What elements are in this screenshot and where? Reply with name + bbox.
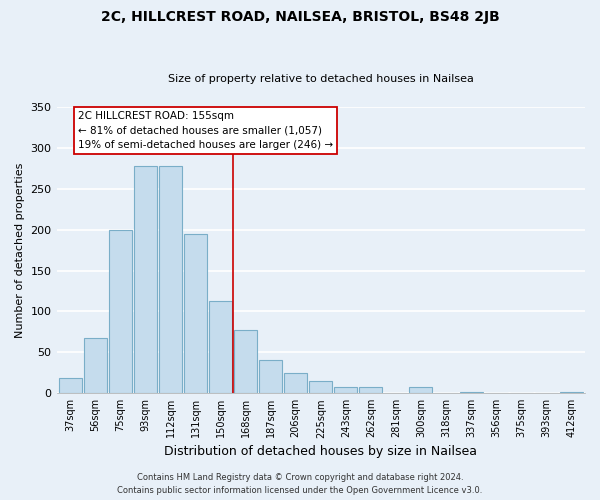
X-axis label: Distribution of detached houses by size in Nailsea: Distribution of detached houses by size …: [164, 444, 477, 458]
Bar: [309, 381, 332, 393]
Bar: [259, 360, 282, 393]
Y-axis label: Number of detached properties: Number of detached properties: [15, 162, 25, 338]
Text: Contains HM Land Registry data © Crown copyright and database right 2024.
Contai: Contains HM Land Registry data © Crown c…: [118, 474, 482, 495]
Title: Size of property relative to detached houses in Nailsea: Size of property relative to detached ho…: [168, 74, 474, 84]
Bar: [59, 378, 82, 393]
Bar: [209, 301, 232, 393]
Bar: [334, 386, 358, 393]
Bar: [284, 373, 307, 393]
Bar: [159, 166, 182, 393]
Bar: [409, 388, 433, 393]
Bar: [134, 166, 157, 393]
Bar: [234, 330, 257, 393]
Bar: [184, 234, 207, 393]
Bar: [84, 338, 107, 393]
Text: 2C HILLCREST ROAD: 155sqm
← 81% of detached houses are smaller (1,057)
19% of se: 2C HILLCREST ROAD: 155sqm ← 81% of detac…: [78, 111, 333, 150]
Bar: [109, 230, 132, 393]
Bar: [460, 392, 482, 393]
Text: 2C, HILLCREST ROAD, NAILSEA, BRISTOL, BS48 2JB: 2C, HILLCREST ROAD, NAILSEA, BRISTOL, BS…: [101, 10, 499, 24]
Bar: [560, 392, 583, 393]
Bar: [359, 386, 382, 393]
